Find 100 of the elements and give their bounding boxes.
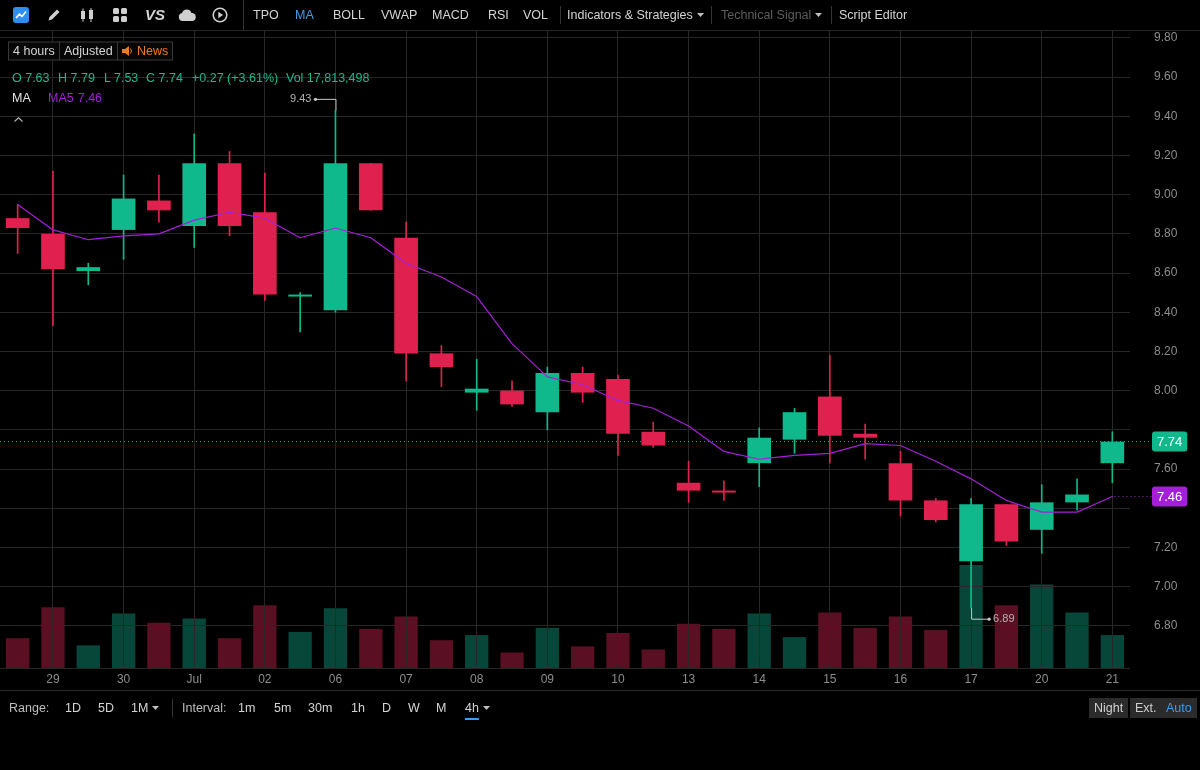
- x-tick-label: 15: [823, 671, 837, 686]
- candlestick: [288, 292, 312, 333]
- bar: [465, 635, 489, 668]
- text: Interval:: [182, 700, 227, 716]
- x-tick-label: 07: [399, 671, 414, 686]
- data-label: 7.46: [1157, 488, 1183, 504]
- bar: [888, 616, 913, 668]
- text: RSI: [488, 7, 509, 23]
- bar: [359, 628, 383, 668]
- x-tick-label: 10: [611, 671, 625, 686]
- annotation: H 7.79: [58, 70, 95, 86]
- x-tick-label: 21: [1105, 671, 1120, 686]
- y-tick-label: 9.60: [1154, 69, 1178, 84]
- candlestick: [853, 423, 877, 460]
- bar: [76, 645, 100, 668]
- bar: [1100, 635, 1124, 668]
- bar: [182, 618, 206, 668]
- bar: [147, 622, 171, 668]
- bar: [323, 608, 348, 668]
- candlestick: [464, 358, 489, 411]
- bar: [818, 612, 842, 668]
- bar: [6, 638, 30, 668]
- text: 5m: [274, 700, 292, 716]
- x-tick-label: 09: [540, 671, 555, 686]
- y-tick-label: 6.80: [1154, 618, 1178, 633]
- ref-line-label: 7.74: [1157, 433, 1183, 449]
- bar: [1030, 584, 1054, 668]
- y-tick-label: 8.80: [1154, 226, 1178, 241]
- text: M: [436, 700, 447, 716]
- x-tick-label: Jul: [186, 671, 202, 686]
- bar: [394, 616, 418, 668]
- bar: [288, 631, 312, 668]
- bar: [959, 565, 983, 668]
- text: Indicators & Strategies: [567, 7, 693, 23]
- x-tick-label: 13: [681, 671, 696, 686]
- bar: [429, 640, 454, 668]
- x-tick-label: 08: [470, 671, 484, 686]
- y-tick-label: 8.00: [1154, 382, 1178, 397]
- bar: [676, 623, 701, 668]
- annotation: Adjusted: [59, 41, 118, 61]
- text: BOLL: [333, 7, 365, 23]
- text: 7.46: [77, 91, 103, 105]
- text: Ext.: [1130, 698, 1162, 718]
- y-tick-label: 9.40: [1154, 108, 1178, 123]
- x-tick-label: 30: [116, 671, 131, 686]
- text: Night: [1089, 698, 1129, 718]
- y-tick-label: 8.60: [1154, 265, 1178, 280]
- annotation: C 7.74: [146, 70, 183, 86]
- y-tick-label: 9.00: [1154, 186, 1178, 201]
- annotation: MA: [12, 90, 31, 106]
- y-tick-label: 8.40: [1154, 304, 1178, 319]
- y-tick-label: 8.20: [1154, 343, 1178, 358]
- annotation: Vol 17,813,498: [286, 70, 370, 86]
- text: D: [382, 700, 392, 716]
- bar: [924, 629, 948, 668]
- text: VWAP: [381, 7, 418, 23]
- bar: [500, 652, 524, 668]
- text: Range:: [9, 700, 50, 716]
- text: 4h: [465, 700, 479, 716]
- text: MA5: [48, 90, 74, 106]
- bar: [535, 627, 559, 668]
- y-tick-label: 7.20: [1154, 539, 1178, 554]
- candlestick: [147, 174, 171, 223]
- y-tick-label: 7.00: [1154, 578, 1178, 593]
- bar: [712, 628, 736, 668]
- candlestick: [712, 480, 736, 501]
- text: VOL: [523, 7, 549, 23]
- x-tick-label: 16: [893, 671, 908, 686]
- text: 1m: [238, 700, 256, 716]
- candlestick: [76, 262, 101, 286]
- text: 1D: [65, 700, 81, 716]
- bar: [41, 607, 65, 668]
- x-tick-label: 14: [752, 671, 767, 686]
- text: MACD: [432, 7, 469, 23]
- bar: [747, 613, 771, 668]
- annotation: 9.43: [290, 92, 312, 105]
- x-tick-label: 29: [46, 671, 60, 686]
- bar: [853, 627, 877, 668]
- bar: [994, 605, 1019, 668]
- text: 1h: [351, 700, 365, 716]
- annotation: News: [117, 41, 174, 61]
- annotation: +0.27 (+3.61%): [192, 70, 279, 86]
- bar: [253, 605, 277, 668]
- x-tick-label: 20: [1035, 671, 1049, 686]
- candlestick: [1065, 478, 1089, 511]
- text: Script Editor: [839, 7, 908, 23]
- text: Auto: [1161, 698, 1197, 718]
- x-tick-label: 02: [258, 671, 272, 686]
- text: Technical Signal: [721, 7, 812, 23]
- text: MA: [295, 7, 314, 23]
- text: 1M: [131, 700, 149, 716]
- text: W: [408, 700, 420, 716]
- bar: [782, 637, 807, 668]
- y-tick-label: 9.20: [1154, 147, 1178, 162]
- y-tick-label: 9.80: [1154, 30, 1178, 45]
- text: 5D: [98, 700, 114, 716]
- bar: [217, 638, 242, 668]
- text: TPO: [253, 7, 279, 23]
- text: 30m: [308, 700, 333, 716]
- annotation: 6.89: [993, 612, 1015, 625]
